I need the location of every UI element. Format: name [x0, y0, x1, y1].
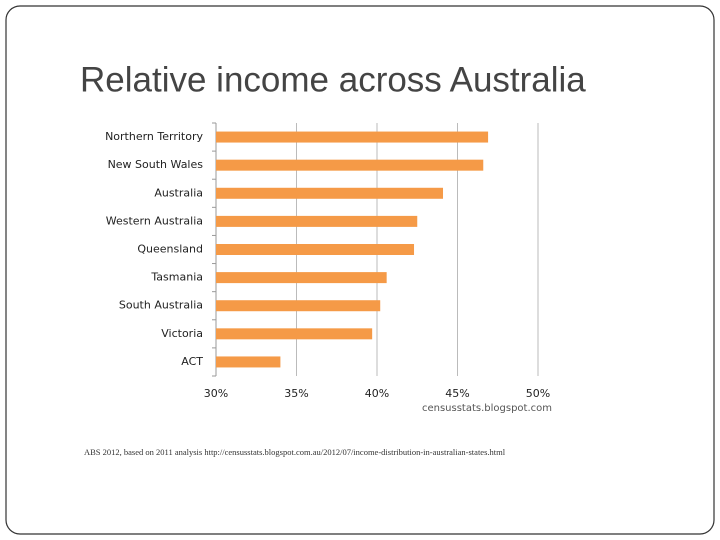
bar	[216, 215, 418, 227]
bar	[216, 131, 489, 143]
x-tick-label: 30%	[204, 387, 228, 400]
source-note: ABS 2012, based on 2011 analysis http://…	[84, 447, 506, 457]
bar	[216, 356, 281, 368]
bar	[216, 328, 373, 340]
bar	[216, 159, 484, 171]
x-tick-label: 35%	[284, 387, 308, 400]
y-tick-label: ACT	[181, 355, 203, 368]
y-tick-label: Queensland	[137, 243, 203, 256]
y-tick-label: New South Wales	[108, 158, 204, 171]
bar	[216, 272, 387, 284]
watermark: censusstats.blogspot.com	[422, 403, 552, 414]
bar	[216, 300, 381, 312]
x-tick-label: 50%	[526, 387, 550, 400]
y-tick-label: Australia	[154, 186, 203, 199]
slide-frame	[5, 5, 715, 535]
y-tick-label: Tasmania	[150, 271, 203, 284]
slide-title: Relative income across Australia	[80, 60, 586, 99]
y-tick-label: Northern Territory	[105, 130, 203, 143]
y-tick-label: Western Australia	[106, 214, 203, 227]
bar	[216, 244, 415, 255]
x-tick-label: 40%	[365, 387, 389, 400]
y-tick-label: South Australia	[119, 299, 203, 312]
y-tick-label: Victoria	[161, 327, 203, 340]
bar	[216, 187, 444, 199]
x-tick-label: 45%	[445, 387, 469, 400]
